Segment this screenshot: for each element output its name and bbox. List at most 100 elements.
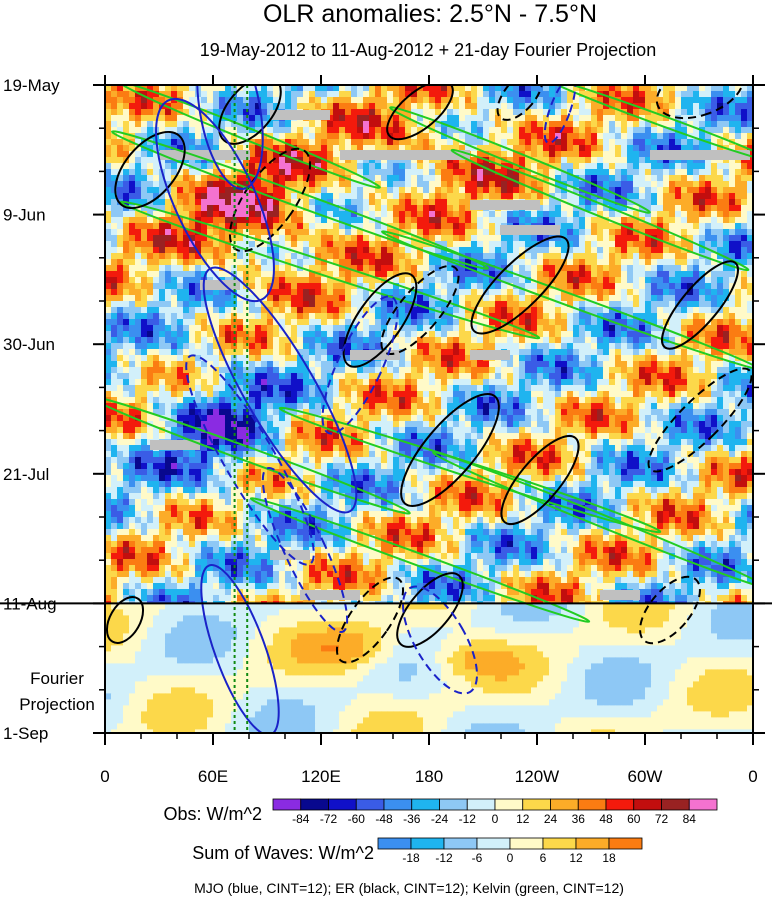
heatmap-cell [501,283,508,290]
heatmap-cell [363,85,370,92]
heatmap-cell [363,241,370,248]
heatmap-cell [513,103,520,110]
heatmap-cell [639,331,646,338]
heatmap-cell [309,349,316,356]
heatmap-cell [459,301,466,308]
heatmap-cell [357,181,364,188]
heatmap-cell [417,301,424,308]
heatmap-cell [621,253,628,260]
heatmap-cell [129,271,136,278]
heatmap-cell [453,325,460,332]
heatmap-cell [717,115,724,122]
heatmap-cell [369,259,376,266]
heatmap-cell [351,295,358,302]
heatmap-cell [219,307,226,314]
heatmap-cell [279,277,286,284]
heatmap-cell [117,259,124,266]
heatmap-cell [507,85,514,92]
heatmap-cell [153,91,160,98]
heatmap-cell [129,145,136,152]
heatmap-cell [645,121,652,128]
heatmap-cell [495,331,502,338]
heatmap-cell [591,355,598,362]
heatmap-cell [579,223,586,230]
heatmap-cell [513,277,520,284]
heatmap-cell [201,223,208,230]
heatmap-cell [651,247,658,254]
heatmap-cell [327,145,334,152]
heatmap-cell [165,229,172,236]
heatmap-cell [411,199,418,206]
heatmap-cell [465,139,472,146]
heatmap-cell [357,277,364,284]
heatmap-cell [123,181,130,188]
heatmap-cell [399,301,406,308]
heatmap-cell [303,241,310,248]
heatmap-cell [417,319,424,326]
heatmap-cell [729,235,736,242]
heatmap-cell [111,127,118,134]
heatmap-cell [639,259,646,266]
heatmap-cell [333,199,340,206]
heatmap-cell [585,301,592,308]
heatmap-cell [435,325,442,332]
heatmap-cell [207,295,214,302]
heatmap-cell [135,121,142,128]
heatmap-cell [591,127,598,134]
heatmap-cell [693,295,700,302]
heatmap-cell [543,115,550,122]
heatmap-cell [339,229,346,236]
heatmap-cell [537,151,544,158]
heatmap-cell [183,139,190,146]
heatmap-cell [333,235,340,242]
heatmap-cell [537,175,544,182]
heatmap-cell [585,139,592,146]
heatmap-cell [627,85,634,92]
heatmap-cell [303,187,310,194]
heatmap-cell [201,319,208,326]
heatmap-cell [147,157,154,164]
heatmap-cell [615,229,622,236]
heatmap-cell [489,121,496,128]
heatmap-cell [747,109,753,116]
heatmap-cell [453,91,460,98]
heatmap-cell [279,271,286,278]
heatmap-cell [555,241,562,248]
heatmap-cell [159,229,166,236]
heatmap-cell [603,211,610,218]
heatmap-cell [297,133,304,140]
heatmap-cell [675,163,682,170]
heatmap-cell [651,355,658,362]
heatmap-cell [459,247,466,254]
heatmap-cell [225,103,232,110]
heatmap-cell [441,241,448,248]
heatmap-cell [105,253,112,260]
heatmap-cell [267,223,274,230]
heatmap-cell [591,157,598,164]
heatmap-cell [549,313,556,320]
heatmap-cell [111,157,118,164]
heatmap-cell [567,283,574,290]
heatmap-cell [621,337,628,344]
heatmap-cell [189,301,196,308]
heatmap-cell [657,103,664,110]
heatmap-cell [675,103,682,110]
heatmap-cell [483,301,490,308]
heatmap-cell [279,211,286,218]
heatmap-cell [663,205,670,212]
heatmap-cell [111,103,118,110]
heatmap-cell [363,211,370,218]
heatmap-cell [147,151,154,158]
heatmap-cell [279,319,286,326]
heatmap-cell [243,205,250,212]
heatmap-cell [141,313,148,320]
heatmap-cell [351,343,358,350]
heatmap-cell [735,331,742,338]
heatmap-cell [177,295,184,302]
heatmap-cell [183,235,190,242]
heatmap-cell [585,187,592,194]
heatmap-cell [423,91,430,98]
heatmap-cell [435,271,442,278]
heatmap-cell [123,277,130,284]
heatmap-cell [405,355,412,362]
